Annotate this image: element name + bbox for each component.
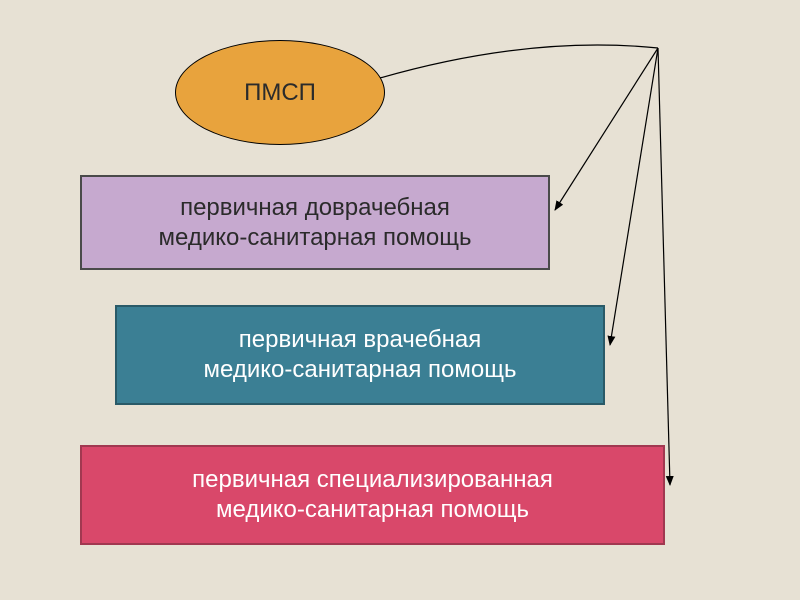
root-label: ПМСП	[244, 79, 316, 107]
box-pre-medical-label: первичная доврачебная медико-санитарная …	[159, 193, 472, 253]
box-specialized-label: первичная специализированная медико-сани…	[192, 465, 553, 525]
root-node: ПМСП	[175, 40, 385, 145]
box-specialized: первичная специализированная медико-сани…	[80, 445, 665, 545]
box-pre-medical: первичная доврачебная медико-санитарная …	[80, 175, 550, 270]
box-medical: первичная врачебная медико-санитарная по…	[115, 305, 605, 405]
diagram-canvas: ПМСП первичная доврачебная медико-санита…	[0, 0, 800, 600]
box-medical-label: первичная врачебная медико-санитарная по…	[204, 325, 517, 385]
